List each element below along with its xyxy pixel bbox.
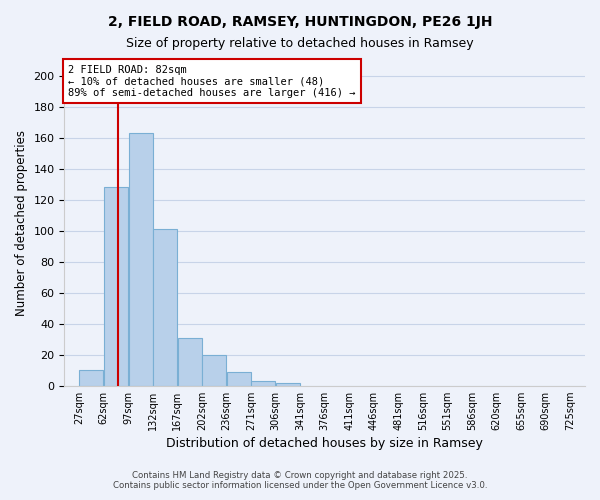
Bar — [251, 381, 275, 386]
Bar — [227, 372, 251, 386]
Bar — [79, 370, 103, 386]
Bar — [128, 133, 152, 386]
Text: 2, FIELD ROAD, RAMSEY, HUNTINGDON, PE26 1JH: 2, FIELD ROAD, RAMSEY, HUNTINGDON, PE26 … — [108, 15, 492, 29]
Bar — [202, 354, 226, 386]
Text: Contains HM Land Registry data © Crown copyright and database right 2025.
Contai: Contains HM Land Registry data © Crown c… — [113, 470, 487, 490]
Y-axis label: Number of detached properties: Number of detached properties — [15, 130, 28, 316]
Text: 2 FIELD ROAD: 82sqm
← 10% of detached houses are smaller (48)
89% of semi-detach: 2 FIELD ROAD: 82sqm ← 10% of detached ho… — [68, 64, 356, 98]
Text: Size of property relative to detached houses in Ramsey: Size of property relative to detached ho… — [126, 38, 474, 51]
Bar — [178, 338, 202, 386]
Bar — [276, 382, 300, 386]
Bar — [104, 187, 128, 386]
X-axis label: Distribution of detached houses by size in Ramsey: Distribution of detached houses by size … — [166, 437, 483, 450]
Bar — [153, 229, 177, 386]
